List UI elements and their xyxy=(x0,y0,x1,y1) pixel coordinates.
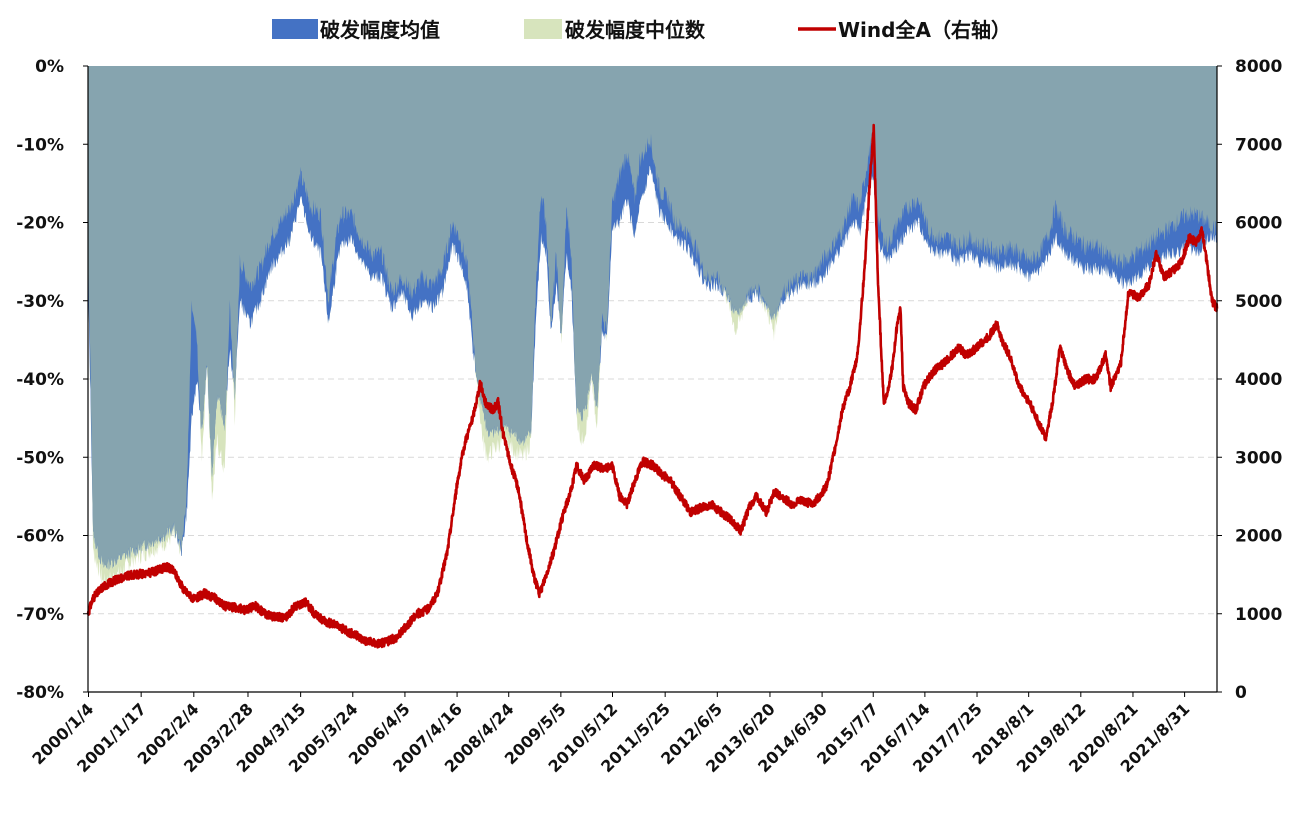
legend-swatch-mean xyxy=(272,19,318,39)
plot-areas xyxy=(88,66,1217,589)
y-left-tick-labels: 0% -10% -20% -30% -40% -50% -60% -70% -80% xyxy=(16,57,88,703)
x-tick-labels: 2000/1/42001/1/172002/2/42003/2/282004/3… xyxy=(28,692,1193,776)
y-left-tick-label: 0% xyxy=(35,57,64,77)
legend-swatch-median xyxy=(524,19,562,39)
y-right-tick-label: 1000 xyxy=(1235,605,1282,625)
legend-label-wind: Wind全A（右轴） xyxy=(838,18,1011,42)
plot-lines xyxy=(86,123,1219,649)
y-left-tick-label: -10% xyxy=(16,135,64,155)
wind-line xyxy=(86,123,1219,649)
legend: 破发幅度均值 破发幅度中位数 Wind全A（右轴） xyxy=(272,18,1011,42)
y-right-tick-label: 6000 xyxy=(1235,214,1282,234)
y-left-tick-label: -20% xyxy=(16,214,64,234)
y-right-tick-label: 2000 xyxy=(1235,527,1282,547)
y-left-tick-label: -60% xyxy=(16,527,64,547)
overlap-area xyxy=(88,66,1217,571)
y-left-tick-label: -30% xyxy=(16,292,64,312)
y-left-tick-label: -80% xyxy=(16,683,64,703)
y-right-tick-label: 7000 xyxy=(1235,135,1282,155)
y-left-tick-label: -40% xyxy=(16,370,64,390)
legend-label-median: 破发幅度中位数 xyxy=(565,18,706,42)
y-left-tick-label: -50% xyxy=(16,448,64,468)
y-right-tick-labels: 8000 7000 6000 5000 4000 3000 2000 1000 0 xyxy=(1217,57,1282,703)
y-left-tick-label: -70% xyxy=(16,605,64,625)
y-right-tick-label: 8000 xyxy=(1235,57,1282,77)
legend-label-mean: 破发幅度均值 xyxy=(320,18,440,42)
y-right-tick-label: 0 xyxy=(1235,683,1247,703)
y-right-tick-label: 4000 xyxy=(1235,370,1282,390)
y-right-tick-label: 3000 xyxy=(1235,448,1282,468)
y-right-tick-label: 5000 xyxy=(1235,292,1282,312)
